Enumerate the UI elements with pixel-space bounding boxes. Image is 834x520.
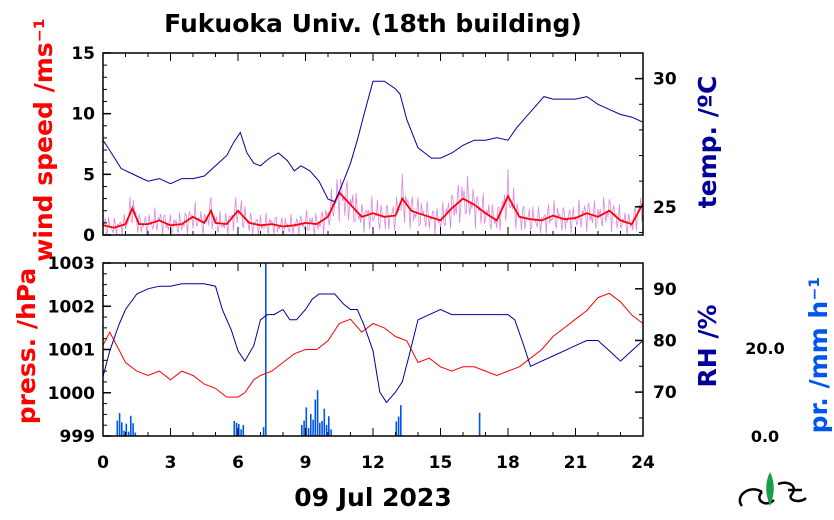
hour-tick-label: 21 [564, 453, 588, 473]
precip-bar [321, 421, 323, 436]
precip-bar [118, 413, 121, 436]
precip-bar [314, 399, 317, 436]
precip-bar [123, 430, 125, 436]
institution-logo [738, 472, 807, 507]
hour-tick-label: 9 [300, 453, 312, 473]
precip-bar [310, 414, 312, 436]
precip-bar [134, 432, 137, 436]
precip-axis-ticks: 0.0 20.0 [745, 339, 784, 446]
precip-bar [303, 420, 305, 436]
precip-tick-label: 0.0 [751, 427, 779, 446]
precip-bar [238, 424, 240, 436]
precip-bar [233, 421, 236, 436]
precip-bar [262, 427, 265, 436]
precip-bar [478, 412, 481, 436]
rh-axis-label: RH /% [693, 304, 722, 387]
precip-series [116, 263, 481, 436]
wind-tick-label: 5 [83, 165, 95, 185]
wind-axis-label: wind speed /ms⁻¹ [29, 18, 58, 262]
precip-bar [328, 416, 330, 436]
precip-bar [127, 431, 130, 436]
top-x-ticks [102, 53, 644, 235]
precip-bar [325, 425, 328, 436]
precip-bar [235, 422, 238, 436]
precip-bar [125, 423, 128, 436]
precip-tick-label: 20.0 [745, 339, 784, 358]
precip-bar [121, 422, 123, 436]
precip-bar [323, 408, 326, 436]
precip-bar [330, 429, 332, 436]
date-label: 09 Jul 2023 [294, 483, 451, 512]
rh-axis-ticks: 70 80 90 [635, 262, 677, 419]
wind-axis-ticks: 0 5 10 15 [71, 44, 111, 246]
temp-axis-label: temp. /ºC [693, 76, 722, 209]
bottom-x-ticks: 0 3 6 9 12 15 18 21 24 [97, 263, 655, 473]
pressure-tick-label: 1002 [48, 297, 95, 317]
pressure-tick-label: 1003 [48, 254, 95, 274]
precip-bar [240, 429, 242, 436]
precip-bar [400, 405, 402, 436]
precip-bar [265, 263, 267, 436]
top-panel: 0 5 10 15 25 30 [71, 44, 677, 246]
precip-bar [307, 428, 310, 436]
hour-tick-label: 15 [429, 453, 453, 473]
precip-bar [132, 423, 134, 436]
rh-series [102, 283, 644, 404]
wind-series [102, 190, 644, 229]
pressure-axis-ticks: 999 1000 1001 1002 1003 [48, 254, 111, 447]
rh-tick-label: 90 [653, 280, 677, 300]
wind-tick-label: 15 [71, 44, 95, 64]
pressure-series [102, 292, 644, 398]
hour-tick-label: 18 [496, 453, 520, 473]
precip-bar [301, 425, 303, 436]
hour-tick-label: 0 [97, 453, 109, 473]
temp-line [102, 80, 644, 203]
precip-bar [116, 420, 119, 436]
hour-tick-label: 12 [361, 453, 385, 473]
precip-bar [319, 422, 321, 436]
pressure-tick-label: 999 [60, 427, 96, 447]
wind-tick-label: 0 [83, 226, 95, 246]
rh-tick-label: 80 [653, 331, 677, 351]
precip-bar [397, 416, 400, 436]
wind-tick-label: 10 [71, 105, 95, 125]
precip-bar [130, 415, 132, 436]
precip-bar [305, 407, 308, 436]
top-panel-frame [102, 52, 644, 236]
precip-bar [242, 425, 245, 436]
bottom-panel: 999 1000 1001 1002 1003 70 80 90 0 3 6 9 12 15 18 21 2… [48, 254, 785, 473]
hour-tick-label: 6 [232, 453, 244, 473]
pressure-tick-label: 1000 [48, 384, 95, 404]
precip-bar [312, 419, 314, 436]
rh-tick-label: 70 [653, 383, 677, 403]
hour-tick-label: 3 [165, 453, 177, 473]
temp-axis-ticks: 25 30 [635, 52, 677, 233]
rh-line [102, 283, 644, 404]
pressure-tick-label: 1001 [48, 341, 95, 361]
precip-bar [395, 421, 398, 436]
hour-tick-label: 24 [631, 453, 655, 473]
temp-series [102, 80, 644, 203]
temp-tick-label: 30 [653, 70, 677, 90]
chart-title: Fukuoka Univ. (18th building) [164, 9, 582, 38]
precip-axis-label: pr. /mm h⁻¹ [804, 277, 833, 434]
temp-tick-label: 25 [653, 198, 677, 218]
pressure-axis-label: press. /hPa [12, 268, 41, 425]
precip-bar [316, 390, 319, 436]
pressure-line [102, 292, 644, 398]
wind-line [102, 190, 644, 229]
